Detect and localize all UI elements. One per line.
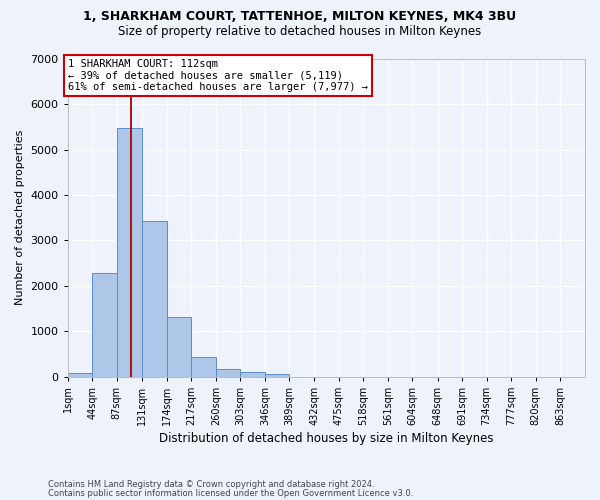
Text: Contains HM Land Registry data © Crown copyright and database right 2024.: Contains HM Land Registry data © Crown c… — [48, 480, 374, 489]
Y-axis label: Number of detached properties: Number of detached properties — [15, 130, 25, 306]
Text: 1 SHARKHAM COURT: 112sqm
← 39% of detached houses are smaller (5,119)
61% of sem: 1 SHARKHAM COURT: 112sqm ← 39% of detach… — [68, 59, 368, 92]
Bar — [142, 222, 167, 376]
Text: Contains public sector information licensed under the Open Government Licence v3: Contains public sector information licen… — [48, 489, 413, 498]
Bar — [68, 373, 92, 376]
Bar — [265, 374, 289, 376]
Bar — [92, 273, 117, 376]
Bar — [241, 372, 265, 376]
Bar — [117, 128, 142, 376]
Text: 1, SHARKHAM COURT, TATTENHOE, MILTON KEYNES, MK4 3BU: 1, SHARKHAM COURT, TATTENHOE, MILTON KEY… — [83, 10, 517, 23]
Bar — [216, 369, 241, 376]
Bar — [191, 357, 216, 376]
X-axis label: Distribution of detached houses by size in Milton Keynes: Distribution of detached houses by size … — [159, 432, 494, 445]
Text: Size of property relative to detached houses in Milton Keynes: Size of property relative to detached ho… — [118, 25, 482, 38]
Bar — [167, 317, 191, 376]
